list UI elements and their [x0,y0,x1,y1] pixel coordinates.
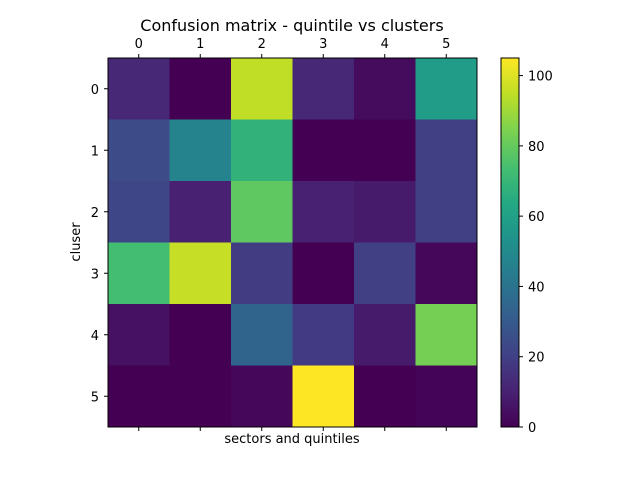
y-tick-label: 0 [91,83,99,98]
heatmap-cell [292,181,355,243]
heatmap-cells [108,58,478,428]
heatmap-cell [354,119,416,182]
x-axis-ticks: 0 1 2 3 4 5 [135,37,450,431]
y-tick-label: 3 [91,267,99,282]
heatmap-cell [292,58,355,120]
chart-title: Confusion matrix - quintile vs clusters [140,16,443,35]
heatmap-cell [292,242,355,305]
colorbar [500,57,520,428]
colorbar-tick-label: 80 [528,140,545,155]
heatmap-cell [354,58,416,120]
heatmap-cell [169,181,232,243]
colorbar-tick-label: 0 [528,421,536,436]
x-tick-label: 0 [135,37,143,52]
y-axis-label: cluser [69,222,84,262]
heatmap-cell [415,304,478,366]
heatmap-cell [354,304,416,366]
heatmap-cell [169,365,232,428]
heatmap-cell [108,119,170,182]
heatmap-cell [415,242,478,305]
heatmap-cell [231,119,293,182]
heatmap-cell [415,119,478,182]
heatmap-cell [108,242,170,305]
heatmap-cell [292,304,355,366]
heatmap-cell [354,242,416,305]
x-axis-label: sectors and quintiles [224,432,359,447]
heatmap-cell [415,181,478,243]
heatmap-cell [415,58,478,120]
colorbar-tick-label: 20 [528,351,545,366]
colorbar-ticks: 0 20 40 60 80 100 [519,70,553,436]
y-tick-label: 2 [91,206,99,221]
colorbar-tick-label: 40 [528,280,545,295]
heatmap-cell [231,181,293,243]
x-tick-label: 1 [196,37,204,52]
x-tick-label: 2 [258,37,266,52]
x-tick-label: 4 [381,37,389,52]
colorbar-tick-label: 100 [528,70,553,85]
y-tick-label: 4 [91,329,99,344]
heatmap-cell [231,242,293,305]
y-tick-label: 1 [91,144,99,159]
heatmap-cell [292,119,355,182]
y-axis-ticks: 0 1 2 3 4 5 [91,83,108,405]
heatmap-cell [169,119,232,182]
heatmap-cell [169,58,232,120]
heatmap-cell [231,365,293,428]
heatmap-cell [354,365,416,428]
heatmap-cell [108,181,170,243]
heatmap-cell [108,58,170,120]
heatmap-cell [415,365,478,428]
x-tick-label: 5 [442,37,450,52]
heatmap-cell [231,58,293,120]
heatmap-cell [231,304,293,366]
heatmap-cell [169,242,232,305]
heatmap-cell [108,365,170,428]
colorbar-tick-label: 60 [528,210,545,225]
heatmap-cell [354,181,416,243]
y-tick-label: 5 [91,390,99,405]
heatmap-cell [292,365,355,428]
heatmap-cell [108,304,170,366]
x-tick-label: 3 [319,37,327,52]
plot-frame [107,57,478,428]
heatmap-cell [169,304,232,366]
